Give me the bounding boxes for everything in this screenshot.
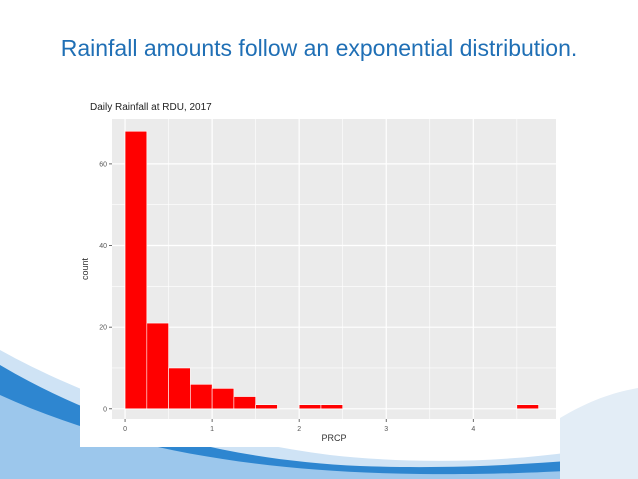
y-axis-ticks: 0 20 40 60: [99, 161, 112, 413]
histogram-figure: Daily Rainfall at RDU, 2017 0 1 2 3 4 0 20 40 6…: [80, 95, 558, 447]
x-tick-label: 3: [384, 426, 388, 433]
histogram-bar: [168, 367, 191, 410]
histogram-bar: [211, 388, 235, 410]
x-tick-label: 4: [471, 426, 475, 433]
x-axis-label: PRCP: [321, 433, 346, 443]
histogram-bar: [124, 130, 148, 410]
histogram-bar: [320, 404, 344, 410]
minor-gridlines: [112, 119, 556, 419]
histogram-bar: [255, 404, 278, 410]
histogram-bar: [516, 404, 539, 410]
y-tick-label: 0: [103, 406, 107, 413]
histogram-bars: [124, 130, 539, 410]
slide-title: Rainfall amounts follow an exponential d…: [60, 35, 578, 61]
histogram-chart: Daily Rainfall at RDU, 2017 0 1 2 3 4 0 20 40 6…: [80, 102, 556, 443]
x-tick-label: 0: [123, 426, 127, 433]
histogram-bar: [233, 396, 256, 410]
y-axis-label: count: [80, 257, 90, 280]
histogram-bar: [146, 322, 169, 410]
y-tick-label: 60: [99, 161, 107, 168]
y-tick-label: 20: [99, 325, 107, 332]
histogram-bar: [190, 384, 213, 410]
x-tick-label: 2: [297, 426, 301, 433]
x-axis-ticks: 0 1 2 3 4: [123, 419, 475, 433]
y-tick-label: 40: [99, 243, 107, 250]
chart-title: Daily Rainfall at RDU, 2017: [90, 102, 212, 113]
x-tick-label: 1: [210, 426, 214, 433]
histogram-bar: [298, 404, 322, 410]
